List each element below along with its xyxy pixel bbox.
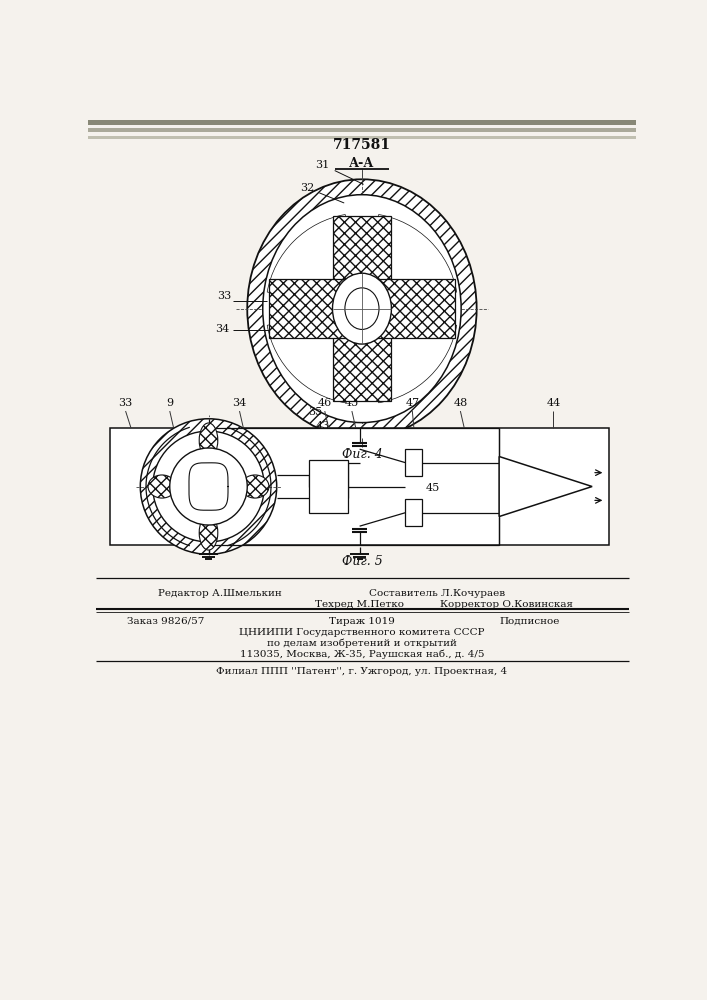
Wedge shape [362, 214, 457, 309]
Text: Составитель Л.Кочураев: Составитель Л.Кочураев [369, 589, 506, 598]
Bar [110, 428, 609, 545]
Bar [88, 120, 636, 125]
Wedge shape [267, 214, 362, 309]
Text: 47: 47 [405, 398, 419, 408]
Text: 31: 31 [315, 160, 363, 184]
Polygon shape [499, 456, 592, 517]
Text: Заказ 9826/57: Заказ 9826/57 [127, 617, 204, 626]
Bar [332, 318, 392, 401]
Text: ЦНИИПИ Государственного комитета СССР: ЦНИИПИ Государственного комитета СССР [239, 628, 485, 637]
Text: 34: 34 [216, 324, 230, 334]
Bar [405, 449, 422, 476]
Bar [332, 216, 392, 299]
Text: 44: 44 [547, 398, 561, 408]
Circle shape [153, 431, 264, 542]
Text: Корректор О.Ковинская: Корректор О.Ковинская [440, 600, 573, 609]
Text: 33: 33 [217, 291, 231, 301]
Text: 45: 45 [426, 483, 440, 493]
Circle shape [140, 419, 276, 554]
Text: Подписное: Подписное [500, 617, 561, 626]
Text: 34: 34 [233, 398, 247, 408]
Text: Техред М.Петко: Техред М.Петко [315, 600, 404, 609]
Text: 717581: 717581 [333, 138, 391, 152]
Text: 113035, Москва, Ж-35, Раушская наб., д. 4/5: 113035, Москва, Ж-35, Раушская наб., д. … [240, 650, 484, 659]
Text: 9: 9 [166, 398, 173, 408]
Text: 32: 32 [300, 183, 344, 203]
Bar [88, 136, 636, 139]
Wedge shape [362, 309, 457, 403]
Ellipse shape [241, 475, 269, 498]
Text: 43: 43 [315, 421, 329, 431]
Bar [309, 460, 348, 513]
Text: 46: 46 [317, 398, 332, 408]
Bar [405, 499, 422, 526]
Text: Редактор А.Шмелькин: Редактор А.Шмелькин [158, 589, 282, 598]
Text: Филиал ППП ''Патент'', г. Ужгород, ул. Проектная, 4: Филиал ППП ''Патент'', г. Ужгород, ул. П… [216, 667, 508, 676]
Ellipse shape [199, 515, 218, 550]
Ellipse shape [199, 423, 218, 458]
Text: Фиг. 4: Фиг. 4 [341, 448, 382, 461]
Bar [371, 279, 455, 338]
Bar [88, 128, 636, 132]
Text: 33: 33 [119, 398, 133, 408]
Ellipse shape [332, 273, 392, 344]
Wedge shape [267, 309, 362, 403]
Text: 35: 35 [308, 407, 322, 417]
Circle shape [170, 448, 247, 525]
Text: 45: 45 [345, 398, 359, 408]
Text: по делам изобретений и открытий: по делам изобретений и открытий [267, 639, 457, 648]
Bar [269, 279, 353, 338]
Text: Тираж 1019: Тираж 1019 [329, 617, 395, 626]
Text: А-А: А-А [349, 157, 375, 170]
Ellipse shape [148, 475, 176, 498]
Text: 48: 48 [453, 398, 467, 408]
Ellipse shape [247, 179, 477, 438]
Ellipse shape [263, 195, 461, 423]
Ellipse shape [345, 288, 379, 329]
Text: Фиг. 5: Фиг. 5 [341, 555, 382, 568]
